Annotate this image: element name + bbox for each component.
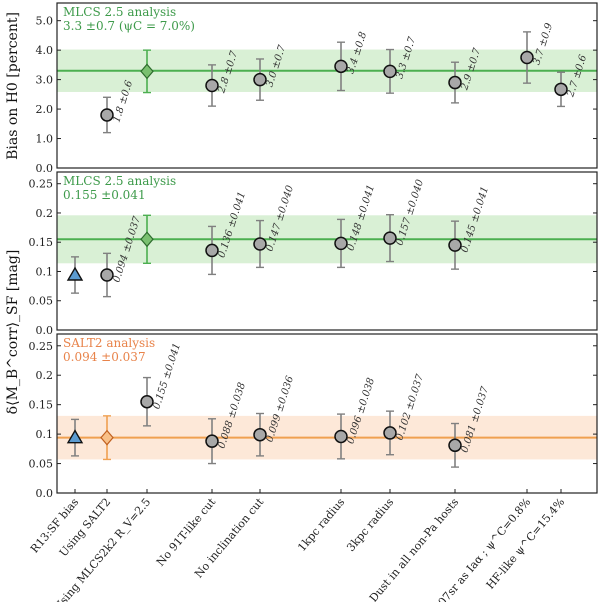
- panel-2: 0.0 0.05 0.1 0.15 0.2 0.25 SALT2 analysis0.094…: [29, 333, 598, 500]
- data-point: [334, 429, 348, 444]
- y-tick-label: 0.25: [29, 340, 54, 353]
- data-point: [383, 426, 397, 440]
- data-point: [554, 82, 568, 97]
- data-point-diamond: [140, 63, 154, 80]
- axes-frame: [56, 2, 598, 169]
- data-point-triangle: [66, 266, 84, 281]
- y-tick-label: 0.05: [29, 458, 54, 471]
- y-tick-label: 3.0: [36, 74, 54, 87]
- data-point: [383, 231, 397, 245]
- data-point: [334, 236, 348, 251]
- data-point: [140, 394, 154, 409]
- y-tick-label: 0.25: [29, 178, 54, 191]
- data-point: [253, 427, 267, 442]
- reference-value-label: 0.094 ±0.037: [63, 350, 146, 364]
- y-tick-label: 0.2: [36, 207, 54, 220]
- y-tick-label: 0.1: [36, 265, 54, 278]
- data-point-diamond: [100, 429, 114, 446]
- x-tick-label: 3kpc radius: [344, 495, 396, 554]
- reference-label: MLCS 2.5 analysis: [63, 174, 176, 188]
- y-tick-label: 0.1: [36, 428, 54, 441]
- data-point: [205, 78, 219, 93]
- data-point: [205, 434, 219, 448]
- data-point: [100, 108, 114, 122]
- reference-value-label: 3.3 ±0.7 (ψC = 7.0%): [63, 19, 195, 33]
- reference-label: SALT2 analysis: [63, 336, 155, 350]
- data-point: [448, 438, 462, 453]
- axes-frame: [56, 171, 598, 331]
- data-point: [520, 50, 534, 65]
- y-tick-label: 0.0: [36, 162, 54, 175]
- data-point: [334, 59, 348, 74]
- x-tick-label: 1kpc radius: [295, 495, 347, 554]
- y-tick-label: 4.0: [36, 44, 54, 57]
- data-point: [205, 243, 219, 258]
- axes-frame: [56, 333, 598, 494]
- y-tick-label: 0.15: [29, 399, 54, 412]
- y-tick-label: 2.0: [36, 103, 54, 116]
- data-point-triangle: [66, 429, 84, 444]
- y-tick-label: 1.0: [36, 133, 54, 146]
- data-point: [253, 237, 267, 251]
- y-axis-label-shared: δ⟨M_B^corr⟩_SF [mag]: [5, 250, 21, 415]
- data-point: [253, 72, 267, 87]
- data-point-diamond: [140, 231, 154, 248]
- y-tick-label: 0.0: [36, 324, 54, 337]
- y-tick-label: 0.15: [29, 236, 54, 249]
- data-point: [448, 238, 462, 252]
- panel-1: 0.0 0.05 0.1 0.15 0.2 0.25 MLCS 2.5 analysis0.…: [29, 171, 598, 337]
- data-point: [448, 75, 462, 90]
- y-axis-label-top: Bias on H0 [percent]: [5, 12, 21, 160]
- reference-label: MLCS 2.5 analysis: [63, 5, 176, 19]
- y-tick-label: 5.0: [36, 15, 54, 28]
- data-point: [100, 268, 114, 282]
- reference-value-label: 0.155 ±0.041: [63, 188, 146, 202]
- data-label: 0.155 ±0.041: [151, 342, 183, 411]
- y-tick-label: 0.05: [29, 295, 54, 308]
- y-tick-label: 0.0: [36, 487, 54, 500]
- y-tick-label: 0.2: [36, 369, 54, 382]
- data-point: [383, 64, 397, 79]
